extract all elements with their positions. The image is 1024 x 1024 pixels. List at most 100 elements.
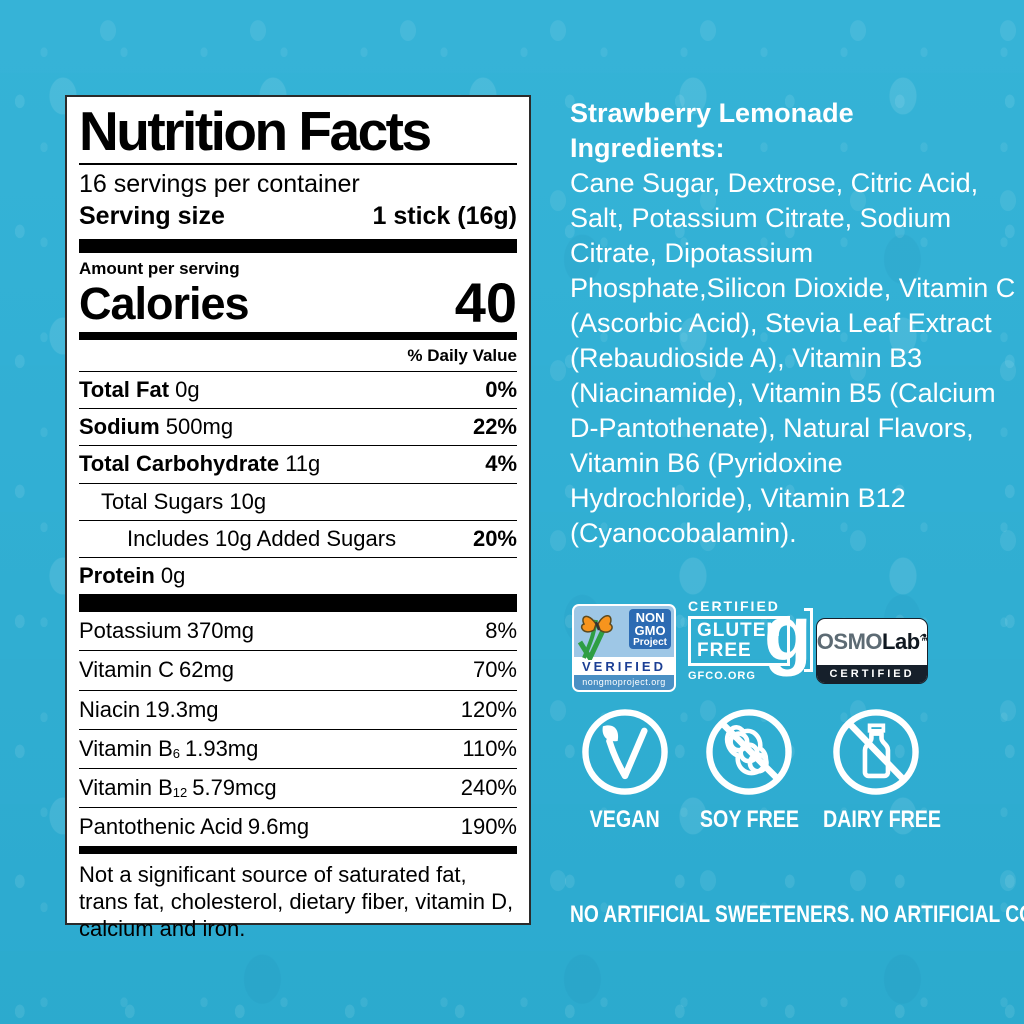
- micro-name: Vitamin C: [79, 657, 174, 683]
- non-gmo-project-box: NON GMO Project: [629, 609, 671, 649]
- amount-per-serving-label: Amount per serving: [79, 258, 240, 278]
- lab-text: Lab: [882, 629, 920, 654]
- osmo-certified-text: CERTIFIED: [817, 665, 927, 683]
- micro-name: Potassium: [79, 618, 182, 644]
- non-gmo-badge: NON GMO Project VERIFIED nongmoproject.o…: [572, 604, 676, 692]
- soy-free-label: SOY FREE: [699, 806, 799, 833]
- footnote: Not a significant source of saturated fa…: [79, 862, 514, 942]
- tagline-text: NO ARTIFICIAL SWEETENERS. NO ARTIFICIAL …: [570, 901, 1024, 928]
- micro-name: Vitamin B: [79, 735, 173, 761]
- nutrition-facts-panel: Nutrition Facts 16 servings per containe…: [65, 95, 531, 941]
- dairy-free-icon: [833, 709, 919, 795]
- dairy-free-label: DAIRY FREE: [822, 806, 942, 833]
- micro-sub: 6: [172, 745, 180, 761]
- ingredients-section: Strawberry Lemonade Ingredients: Cane Su…: [570, 96, 1022, 551]
- osmo-lab-brand: OSMOLab⚗: [817, 629, 927, 655]
- micro-name: Pantothenic Acid: [79, 814, 243, 840]
- daily-value-header: % Daily Value: [407, 346, 517, 366]
- vegan-claim: VEGAN: [570, 706, 680, 834]
- nutrient-dv: 4%: [485, 451, 517, 477]
- osmo-lab-brand-row: OSMOLab⚗: [817, 619, 927, 665]
- nutrient-row-total-carbohydrate: Total Carbohydrate 11g 4%: [79, 445, 517, 482]
- non-gmo-line3: Project: [633, 637, 667, 648]
- butterfly-icon: [577, 615, 613, 660]
- nutrient-amount: 0g: [160, 563, 186, 589]
- micro-amount: 370mg: [186, 618, 254, 644]
- medium-divider: [79, 846, 517, 855]
- nutrient-row-added-sugars: Includes 10g Added Sugars 20%: [79, 519, 517, 557]
- calories-value: 40: [454, 270, 517, 334]
- micro-row-pantothenic-acid: Pantothenic Acid 9.6mg 190%: [79, 808, 517, 846]
- gluten-free-box: GLUTEN FREE: [688, 616, 791, 666]
- micro-row-vitamin-b12: Vitamin B12 5.79mcg 240%: [79, 769, 517, 809]
- gfco-g-icon: g: [764, 589, 812, 677]
- gluten-free-certified-text: CERTIFIED: [688, 598, 780, 614]
- nutrient-name: Sodium: [79, 414, 160, 440]
- ingredients-list: Cane Sugar, Dextrose, Citric Acid, Salt,…: [570, 168, 1016, 548]
- micro-dv: 8%: [485, 618, 517, 644]
- nutrient-row-protein: Protein 0g: [79, 557, 517, 594]
- micro-amount: 1.93mg: [184, 735, 259, 761]
- micronutrients-section: Potassium 370mg 8% Vitamin C 62mg 70% Niac…: [79, 612, 517, 846]
- nutrient-row-total-fat: Total Fat 0g 0%: [79, 371, 517, 408]
- thick-divider: [79, 238, 517, 253]
- servings-per-container: 16 servings per container: [79, 169, 360, 198]
- nutrient-name: Protein: [79, 563, 155, 589]
- certification-badges: NON GMO Project VERIFIED nongmoproject.o…: [570, 594, 1022, 698]
- micro-dv: 240%: [460, 774, 517, 800]
- non-gmo-line2: GMO: [634, 623, 666, 638]
- nutrient-name: Total Carbohydrate: [79, 451, 280, 477]
- micro-row-potassium: Potassium 370mg 8%: [79, 612, 517, 652]
- nutrient-dv: 0%: [485, 377, 517, 403]
- vegan-label: VEGAN: [589, 806, 660, 833]
- nutrient-amount: 0g: [175, 377, 200, 403]
- micro-row-vitamin-c: Vitamin C 62mg 70%: [79, 651, 517, 691]
- micro-dv: 110%: [462, 735, 517, 761]
- micro-dv: 70%: [472, 657, 517, 683]
- micro-sub: 12: [172, 784, 188, 800]
- soy-free-icon: [706, 709, 792, 795]
- micro-row-niacin: Niacin 19.3mg 120%: [79, 691, 517, 730]
- non-gmo-art: NON GMO Project: [574, 606, 674, 660]
- serving-size-row: Serving size 1 stick (16g): [79, 202, 517, 231]
- serving-size-label: Serving size: [79, 201, 225, 230]
- micro-dv: 190%: [460, 814, 517, 840]
- nutrient-dv: 22%: [472, 414, 517, 440]
- nutrient-amount: 500mg: [165, 414, 234, 440]
- nutrient-amount: Total Sugars 10g: [101, 488, 267, 514]
- nutrient-name: Total Fat: [79, 377, 170, 403]
- dairy-free-claim: DAIRY FREE: [810, 706, 942, 834]
- vegan-icon: [582, 709, 668, 795]
- osmo-text: OSMO: [816, 629, 883, 654]
- soy-free-claim: SOY FREE: [686, 706, 812, 834]
- gfco-url: GFCO.ORG: [688, 670, 756, 682]
- divider: [79, 162, 517, 165]
- nutrient-amount: Includes 10g Added Sugars: [127, 525, 397, 551]
- nutrition-facts-title: Nutrition Facts: [79, 100, 432, 162]
- gfco-bracket: [804, 608, 813, 672]
- osmo-lab-badge: OSMOLab⚗ CERTIFIED: [816, 618, 928, 684]
- calories-label: Calories: [79, 278, 250, 330]
- serving-size-value: 1 stick (16g): [372, 201, 517, 230]
- flavor-title: Strawberry Lemonade: [570, 98, 854, 128]
- gluten-free-badge: CERTIFIED GLUTEN FREE GFCO.ORG g: [688, 594, 816, 698]
- tagline: NO ARTIFICIAL SWEETENERS. NO ARTIFICIAL …: [570, 901, 1024, 929]
- nutrient-row-total-sugars: Total Sugars 10g: [79, 482, 517, 520]
- nutrient-dv: 20%: [472, 525, 517, 551]
- nutrient-amount: 11g: [285, 451, 321, 477]
- micro-amount: 5.79mcg: [192, 774, 277, 800]
- non-gmo-url: nongmoproject.org: [574, 675, 674, 690]
- micro-name: Vitamin B: [79, 774, 173, 800]
- micro-amount: 19.3mg: [145, 696, 219, 722]
- micro-name: Niacin: [79, 696, 141, 722]
- claim-icons-row: VEGAN SOY FREE DAIRY FREE: [570, 706, 1022, 836]
- micro-row-vitamin-b6: Vitamin B6 1.93mg 110%: [79, 730, 517, 769]
- non-gmo-line1: NON: [635, 610, 665, 625]
- micro-amount: 62mg: [178, 657, 235, 683]
- osmo-flask-icon: ⚗: [919, 632, 928, 643]
- gluten-word: GLUTEN: [697, 620, 782, 641]
- ingredients-heading: Ingredients:: [570, 133, 725, 163]
- non-gmo-verified-text: VERIFIED: [574, 657, 674, 675]
- nutrient-row-sodium: Sodium 500mg 22%: [79, 408, 517, 445]
- micro-amount: 9.6mg: [247, 814, 310, 840]
